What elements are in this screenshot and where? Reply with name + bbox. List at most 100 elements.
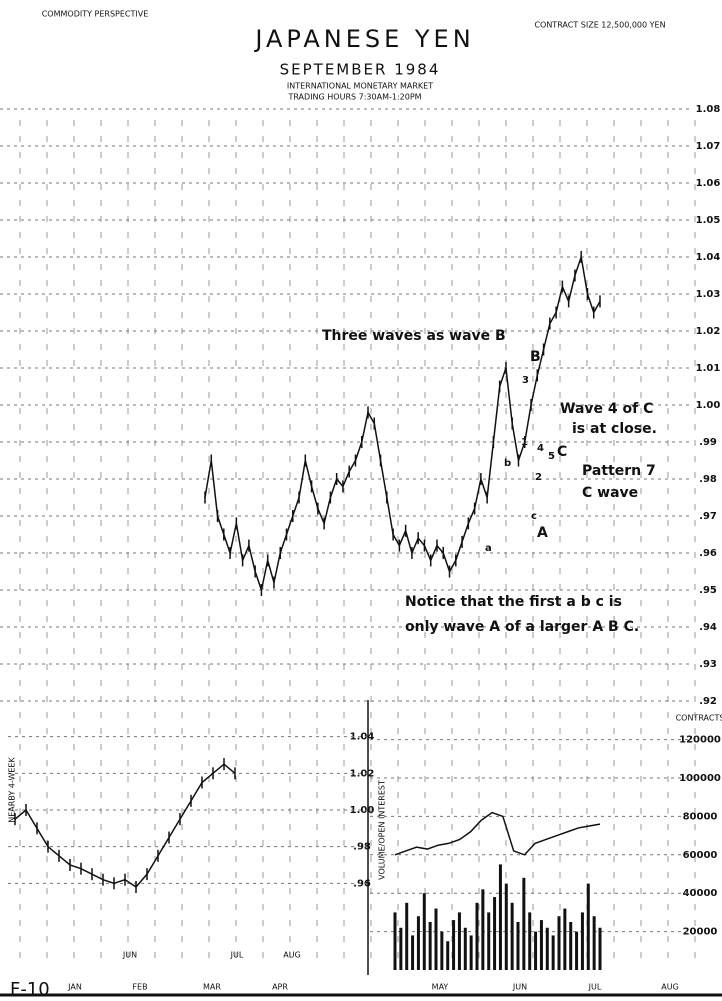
- month-label: APR: [272, 983, 288, 992]
- volume-bar: [428, 922, 432, 970]
- publisher: COMMODITY PERSPECTIVE: [42, 10, 149, 19]
- volume-bar: [493, 897, 497, 970]
- page-label: F-10: [10, 979, 50, 1000]
- y-tick-label: 20000: [683, 927, 718, 938]
- volume-bar: [446, 941, 450, 970]
- annotation: B: [530, 349, 541, 365]
- volume-bar: [405, 902, 409, 970]
- annotation: 3: [522, 375, 529, 386]
- open-interest-line: [394, 811, 601, 856]
- y-tick-label: .98: [699, 474, 717, 485]
- annotation: a: [485, 543, 492, 554]
- y-tick-label: 60000: [683, 850, 718, 861]
- volume-bar: [487, 912, 491, 970]
- y-tick-label: 1.06: [696, 178, 721, 189]
- y-tick-label: 1.02: [350, 768, 375, 779]
- annotation: C: [557, 444, 567, 460]
- volume-bar: [457, 912, 461, 970]
- annotation: Pattern 7: [582, 463, 656, 479]
- hours: TRADING HOURS 7:30AM-1:20PM: [287, 93, 421, 102]
- volume-bar: [452, 920, 456, 970]
- y-tick-label: .94: [699, 622, 717, 633]
- weekly-month-label: JUN: [122, 951, 137, 960]
- volume-bar: [569, 922, 573, 970]
- volume-bar: [510, 902, 514, 970]
- annotation: Notice that the first a b c is: [405, 594, 622, 610]
- contract: CONTRACT SIZE 12,500,000 YEN: [534, 21, 665, 30]
- month-label: JUN: [512, 983, 527, 992]
- month-label: FEB: [132, 983, 147, 992]
- month-label: JAN: [67, 983, 82, 992]
- volume-bar: [481, 889, 485, 970]
- y-tick-label: .96: [699, 548, 717, 559]
- volume-bar: [539, 920, 543, 970]
- weekly-month-label: JUL: [230, 951, 244, 960]
- annotation: 5: [548, 451, 555, 462]
- y-tick-label: .92: [699, 696, 717, 707]
- y-tick-label: 80000: [683, 811, 718, 822]
- y-tick-label: .97: [699, 511, 717, 522]
- y-tick-label: 1.00: [696, 400, 721, 411]
- volume-bar: [516, 922, 520, 970]
- y-tick-label: 1.05: [696, 215, 721, 226]
- weekly-month-label: AUG: [283, 951, 301, 960]
- y-axis-label: VOLUME/OPEN INTEREST: [378, 780, 387, 880]
- annotation: only wave A of a larger A B C.: [405, 619, 639, 635]
- y-tick-label: .93: [699, 659, 717, 670]
- y-tick-label: .95: [699, 585, 717, 596]
- volume-bar: [411, 935, 415, 970]
- price-line: [204, 256, 601, 593]
- month-label: MAR: [203, 983, 221, 992]
- volume-bar: [440, 931, 444, 970]
- y-tick-label: 40000: [683, 888, 718, 899]
- volume-bar: [475, 902, 479, 970]
- subtitle: SEPTEMBER 1984: [280, 61, 441, 79]
- y-tick-label: 100000: [679, 773, 721, 784]
- month-label: JUL: [588, 983, 602, 992]
- annotation: C wave: [582, 485, 638, 501]
- annotation: 4: [537, 443, 544, 454]
- volume-bar: [416, 916, 420, 970]
- volume-bar: [528, 912, 532, 970]
- volume-bar: [534, 931, 538, 970]
- price-line: [14, 763, 236, 888]
- y-tick-label: 1.07: [696, 141, 721, 152]
- volume-bar: [434, 908, 438, 970]
- y-tick-label: .99: [699, 437, 717, 448]
- volume-bar: [557, 916, 561, 970]
- y-tick-label: 1.08: [696, 104, 721, 115]
- y-tick-label: .96: [353, 878, 371, 889]
- volume-bar: [522, 877, 526, 970]
- volume-bar: [592, 916, 596, 970]
- annotation: is at close.: [572, 421, 657, 437]
- y-tick-label: 1.02: [696, 326, 721, 337]
- y-tick-label: 120000: [679, 735, 721, 746]
- title: JAPANESE YEN: [253, 25, 474, 53]
- month-label: AUG: [661, 983, 679, 992]
- volume-bar: [598, 927, 602, 970]
- volume-bar: [586, 883, 590, 970]
- market: INTERNATIONAL MONETARY MARKET: [287, 82, 433, 91]
- volume-bar: [393, 912, 397, 970]
- annotation: c: [531, 511, 537, 522]
- y-tick-label: 1.04: [350, 732, 375, 743]
- volume-bar: [551, 935, 555, 970]
- annotation: A: [537, 525, 548, 541]
- annotation: b: [504, 458, 511, 469]
- volume-bar: [498, 864, 502, 970]
- volume-bar: [563, 908, 567, 970]
- volume-bar: [399, 927, 403, 970]
- volume-bar: [545, 927, 549, 970]
- y-tick-label: 1.04: [696, 252, 721, 263]
- contracts-label: CONTRACTS: [676, 714, 722, 723]
- month-label: MAY: [432, 983, 449, 992]
- annotation: 2: [535, 472, 542, 483]
- y-tick-label: .98: [353, 842, 371, 853]
- y-tick-label: 1.03: [696, 289, 721, 300]
- volume-bar: [422, 893, 426, 970]
- volume-bar: [580, 912, 584, 970]
- annotation: Wave 4 of C: [560, 401, 653, 417]
